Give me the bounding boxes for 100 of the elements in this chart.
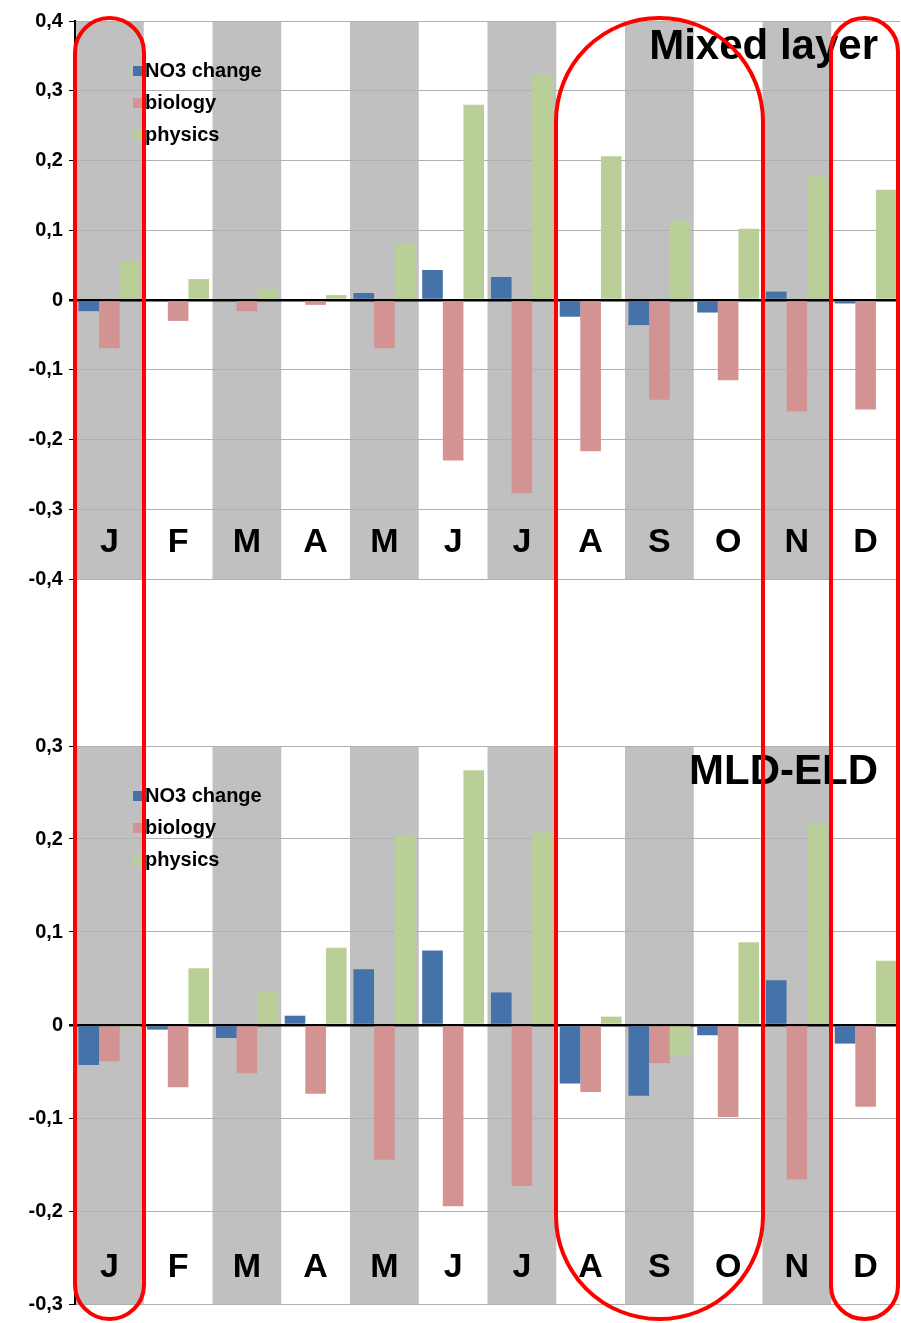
bar <box>463 104 485 299</box>
bar <box>649 301 670 400</box>
x-tick-label: J <box>443 1246 463 1285</box>
bar <box>600 156 622 299</box>
y-tick-label: 0,4 <box>35 8 64 31</box>
bar <box>532 832 553 1024</box>
bar <box>697 1026 718 1036</box>
bar <box>875 189 897 299</box>
bar <box>442 301 464 461</box>
bar <box>717 1026 739 1118</box>
y-tick-label: -0,2 <box>28 427 63 450</box>
x-tick-label: F <box>167 1246 189 1285</box>
bar <box>834 1026 856 1044</box>
bar <box>786 301 808 412</box>
y-tick-label: -0,3 <box>28 496 63 519</box>
bar <box>305 301 326 305</box>
y-tick-label: -0,1 <box>28 357 63 380</box>
bar <box>167 301 189 321</box>
bar <box>628 1026 650 1096</box>
legend-label: biology <box>145 90 217 113</box>
y-tick-label: 0 <box>51 1012 63 1035</box>
y-tick-label: 0,3 <box>35 733 63 756</box>
bar <box>511 1026 533 1186</box>
y-tick-label: 0,3 <box>35 78 63 101</box>
bar <box>628 301 650 326</box>
bar <box>717 301 739 381</box>
y-tick-label: -0,4 <box>28 566 64 589</box>
y-tick-label: 0,2 <box>35 148 63 171</box>
bar <box>236 301 258 312</box>
bar <box>669 220 691 299</box>
x-tick-label: M <box>370 521 399 560</box>
x-tick-label: N <box>784 521 810 560</box>
bar <box>78 301 100 312</box>
x-tick-label: A <box>303 521 328 560</box>
bar <box>284 1015 306 1024</box>
bar <box>422 950 443 1024</box>
bar <box>669 1026 691 1055</box>
x-tick-label: O <box>714 521 742 560</box>
bar <box>697 301 718 313</box>
bar <box>463 770 485 1024</box>
bar <box>490 276 512 299</box>
bar <box>394 835 416 1024</box>
bar <box>374 301 395 349</box>
x-tick-label: D <box>853 521 878 560</box>
x-tick-label: S <box>648 1246 671 1285</box>
bar <box>257 289 278 299</box>
x-tick-label: A <box>578 1246 603 1285</box>
y-tick-label: 0,1 <box>35 217 63 240</box>
bar <box>738 228 760 299</box>
bar <box>188 968 210 1024</box>
x-tick-label: M <box>370 1246 399 1285</box>
bar <box>325 947 347 1024</box>
bar <box>188 279 210 299</box>
bar <box>257 991 278 1024</box>
x-tick-label: J <box>99 1246 119 1285</box>
bar <box>765 980 787 1024</box>
bar <box>738 942 760 1024</box>
y-tick-label: 0 <box>51 287 63 310</box>
y-tick-label: -0,3 <box>28 1291 63 1314</box>
x-tick-label: J <box>512 1246 532 1285</box>
bar <box>807 824 828 1024</box>
x-tick-label: O <box>714 1246 742 1285</box>
legend-label: biology <box>145 815 217 838</box>
y-tick-label: 0,1 <box>35 919 63 942</box>
x-tick-label: J <box>443 521 463 560</box>
bar <box>786 1026 808 1180</box>
bar <box>99 1026 120 1062</box>
bar <box>532 74 553 299</box>
bar <box>99 301 120 349</box>
bar <box>807 176 828 299</box>
bar <box>236 1026 258 1074</box>
bar <box>511 301 533 494</box>
bar <box>422 270 443 299</box>
bar <box>394 244 416 299</box>
x-tick-label: S <box>648 521 671 560</box>
bar <box>649 1026 670 1064</box>
bar <box>855 301 876 410</box>
bar <box>442 1026 464 1207</box>
bar <box>374 1026 395 1160</box>
bar <box>490 992 512 1024</box>
y-tick-label: -0,2 <box>28 1198 63 1221</box>
x-tick-label: A <box>578 521 603 560</box>
bar <box>353 969 375 1024</box>
bar <box>78 1026 100 1065</box>
bar <box>147 1026 168 1030</box>
x-tick-label: M <box>232 521 262 560</box>
y-tick-label: -0,1 <box>28 1105 63 1128</box>
bar <box>855 1026 876 1107</box>
x-tick-label: A <box>303 1246 328 1285</box>
x-tick-label: J <box>512 521 532 560</box>
legend-label: NO3 change <box>145 58 262 81</box>
x-tick-label: N <box>784 1246 810 1285</box>
x-tick-label: F <box>167 521 189 560</box>
legend-label: physics <box>145 122 220 145</box>
bar <box>167 1026 189 1088</box>
bar <box>353 293 375 299</box>
bar <box>559 301 581 317</box>
bar <box>325 295 347 299</box>
x-tick-label: M <box>232 1246 262 1285</box>
bar <box>559 1026 581 1084</box>
